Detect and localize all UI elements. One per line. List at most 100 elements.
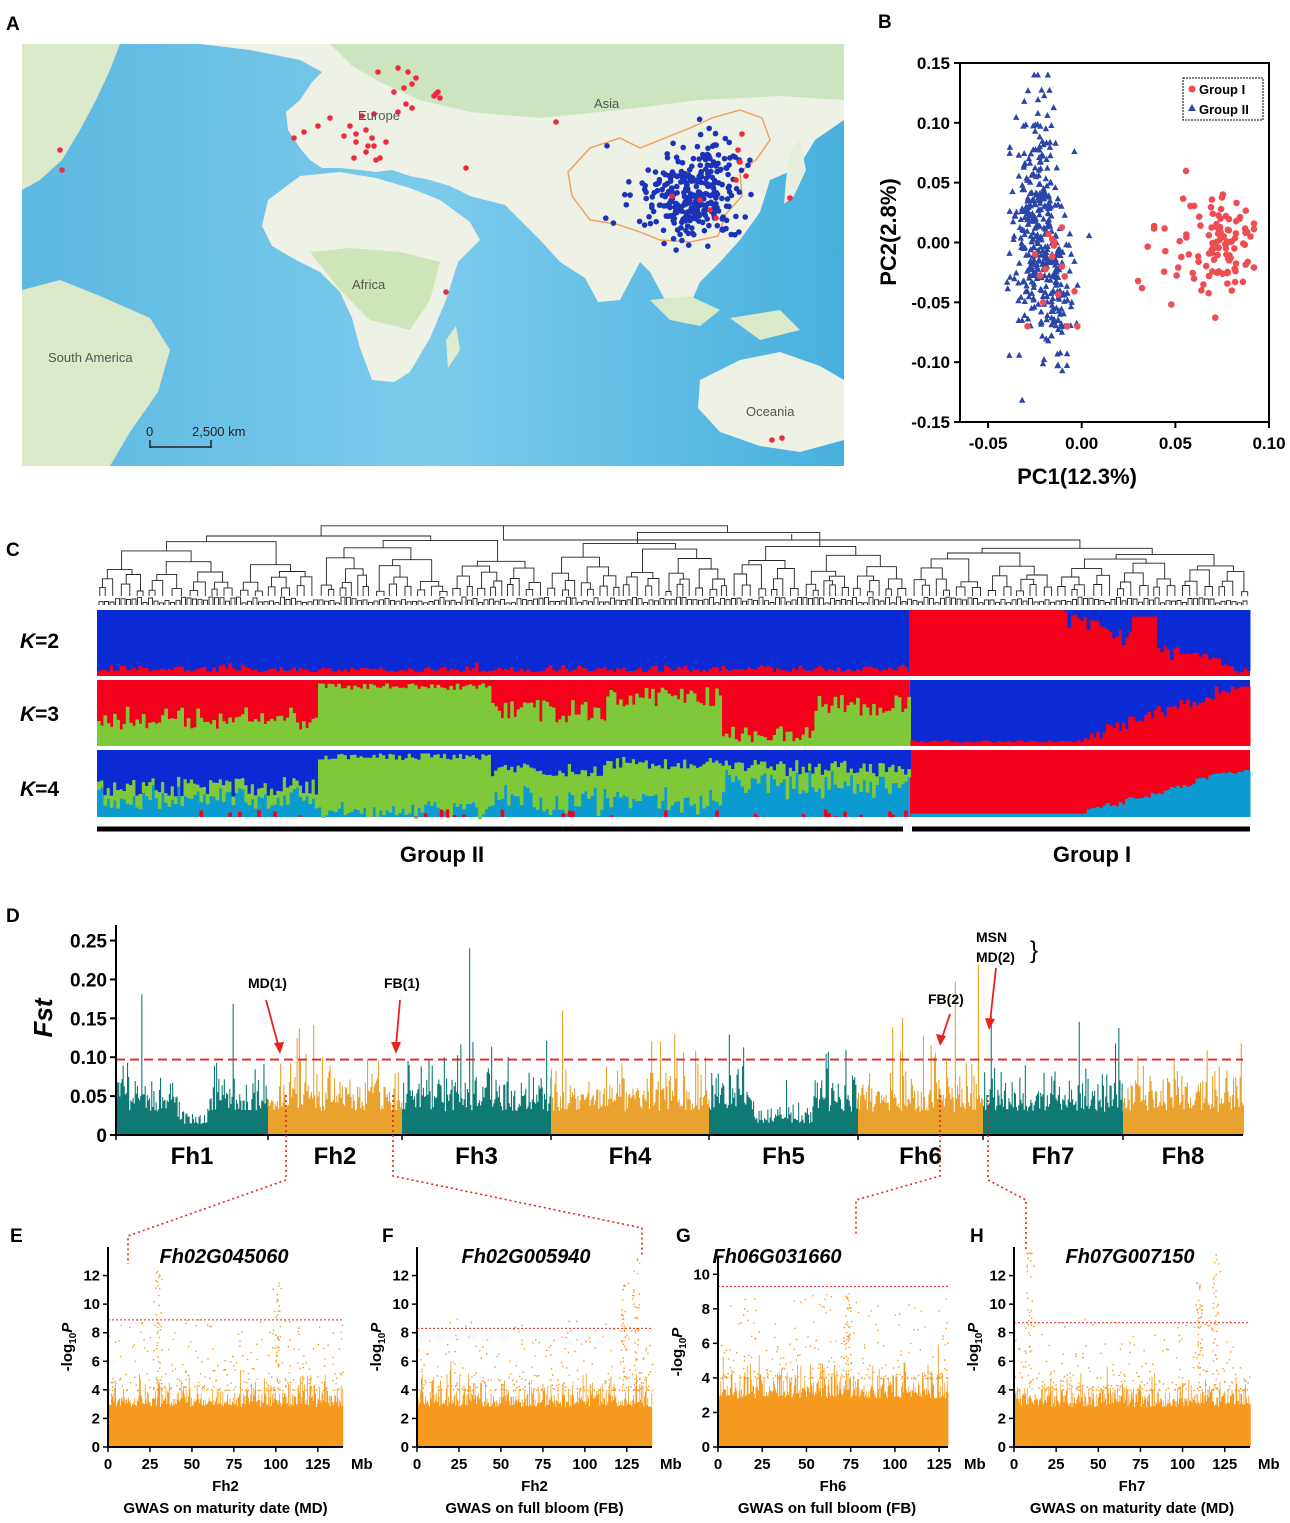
- k4-bar: [1182, 784, 1187, 817]
- k4-bar: [1189, 785, 1193, 817]
- k4-bar: [775, 750, 780, 765]
- k3-bar: [587, 720, 591, 746]
- k2-bar: [173, 667, 178, 676]
- k3-bar: [1121, 723, 1126, 746]
- gwas-xtick-label: 75: [535, 1456, 552, 1473]
- k4-bar: [298, 750, 303, 786]
- k4-bar: [157, 792, 162, 809]
- pca-point-group-2: [1040, 215, 1047, 222]
- sample-point-group-2: [671, 172, 677, 178]
- k3-bar: [97, 721, 101, 746]
- k4-bar: [686, 768, 691, 798]
- k4-bar: [955, 813, 960, 817]
- k2-bar: [808, 670, 812, 676]
- pca-point-group-2: [1023, 251, 1030, 258]
- pca-ytick-label: 0.15: [917, 54, 950, 73]
- k4-bar: [1153, 794, 1158, 817]
- k4-bar: [308, 793, 313, 805]
- k4-bar: [481, 750, 486, 755]
- k3-bar: [1070, 742, 1075, 746]
- k4-bar: [177, 776, 181, 787]
- k2-bar: [1109, 610, 1113, 632]
- k4-bar: [356, 757, 361, 810]
- k2-bar: [564, 668, 569, 676]
- pca-point-group-2: [1044, 204, 1052, 211]
- k2-bar: [628, 671, 633, 676]
- k2-bar: [1198, 610, 1203, 657]
- k4-bar: [593, 766, 598, 788]
- k3-bar: [145, 728, 149, 746]
- k4-bar: [1192, 783, 1197, 817]
- k2-bar: [545, 667, 550, 676]
- k3-bar: [1025, 742, 1030, 746]
- k2-bar: [510, 667, 514, 676]
- k4-bar: [516, 765, 521, 797]
- k4-bar: [638, 762, 642, 802]
- k4-bar: [215, 782, 220, 801]
- k4-bar: [161, 750, 165, 783]
- k3-label: K=3: [20, 703, 59, 726]
- sample-point-group-2: [674, 183, 680, 190]
- k4-bar: [458, 750, 463, 755]
- k4-bar: [1118, 802, 1123, 817]
- sample-point-group-2: [726, 183, 732, 190]
- k4-bar: [209, 780, 213, 797]
- pca-point-group-2: [1039, 137, 1046, 144]
- k3-bar: [183, 726, 188, 746]
- gwas-xtick-label: 25: [1048, 1456, 1065, 1473]
- k4-bar: [273, 750, 277, 796]
- sample-point-group-2: [710, 159, 717, 165]
- k3-bar: [1073, 741, 1078, 746]
- k4-bar: [596, 750, 601, 777]
- sample-point-group-2: [705, 145, 711, 152]
- k3-bar: [455, 683, 460, 746]
- k2-bar: [1227, 610, 1232, 666]
- pca-point-group-2: [1056, 295, 1063, 302]
- k4-bar: [132, 780, 136, 797]
- k2-bar: [884, 670, 889, 676]
- k2-bar: [1176, 610, 1181, 648]
- k4-bar: [558, 770, 562, 810]
- pca-point-group-2: [1034, 109, 1042, 116]
- pca-point-group-2: [1015, 172, 1023, 179]
- sample-point-group-1: [327, 115, 333, 121]
- pca-point-group-2: [1071, 257, 1078, 264]
- k3-bar: [151, 722, 156, 746]
- k4-bar: [679, 768, 684, 813]
- pca-point-group-2: [1030, 296, 1037, 303]
- k3-bar: [769, 740, 774, 746]
- k4-bar: [462, 759, 466, 810]
- k2-bar: [756, 667, 761, 676]
- sample-point-group-2: [700, 151, 706, 158]
- k4-bar: [596, 776, 601, 817]
- k3-bar: [221, 721, 226, 746]
- k2-bar: [862, 667, 867, 676]
- k2-bar: [151, 670, 156, 676]
- k3-bar: [897, 697, 902, 746]
- k2-bar: [599, 668, 604, 676]
- pca-xtick-label: 0.05: [1159, 434, 1192, 453]
- gwas-ytick-label: 2: [998, 1410, 1006, 1427]
- sample-point-group-2: [686, 172, 692, 178]
- pca-point-group-2: [1066, 230, 1074, 237]
- gwas-title: Fh06G031660: [713, 1246, 842, 1268]
- k3-bar: [375, 687, 380, 746]
- k4-bar: [555, 750, 559, 776]
- k4-bar: [414, 758, 418, 819]
- k4-bar: [183, 779, 188, 797]
- k4-bar: [846, 750, 851, 773]
- pca-point-group-2: [1071, 148, 1078, 155]
- scale-bar: 0 2,500 km: [146, 424, 245, 448]
- gwas-xtick-label: 0: [413, 1456, 421, 1473]
- pca-point-group-2: [1048, 256, 1055, 263]
- sample-point-group-1: [443, 289, 449, 295]
- k4-bar: [884, 750, 889, 772]
- k2-bar: [247, 668, 252, 676]
- k4-bar: [926, 813, 931, 817]
- sample-point-group-1: [413, 75, 419, 81]
- k4-bar: [1019, 813, 1024, 817]
- k4-bar: [708, 750, 713, 759]
- k3-bar: [683, 702, 687, 746]
- pca-point-group-1: [1215, 268, 1223, 275]
- k2-bar: [119, 665, 124, 676]
